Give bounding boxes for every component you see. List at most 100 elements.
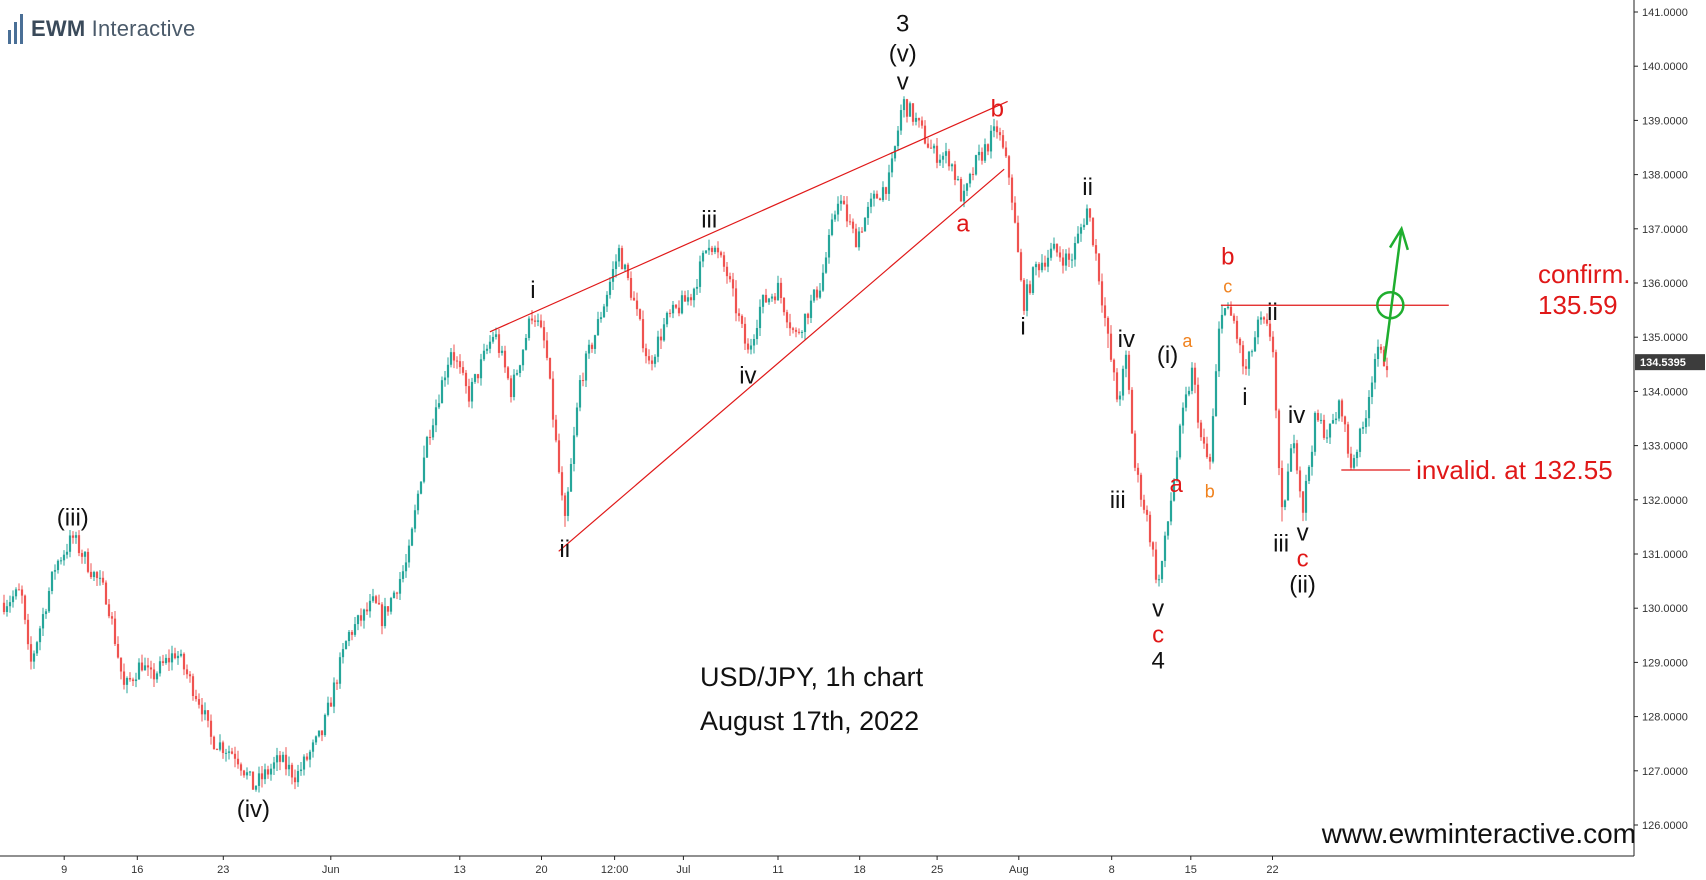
candle-body [1124, 354, 1128, 369]
brand-logo: EWM Interactive [8, 14, 195, 44]
candle-body [1133, 433, 1137, 468]
candle-body [419, 481, 423, 494]
candle-body [806, 313, 810, 318]
candle-body [347, 631, 351, 642]
y-tick-label: 138.0000 [1642, 170, 1688, 182]
candle-body [824, 257, 828, 273]
candle-body [938, 159, 942, 163]
candle-body [272, 762, 276, 769]
candle-body [641, 319, 645, 349]
wave-label: iii [1110, 487, 1126, 514]
candle-body [791, 328, 795, 330]
candle-body [215, 749, 219, 751]
candle-body [647, 356, 651, 361]
candle-body [1073, 243, 1077, 260]
candle-body [467, 386, 471, 402]
y-tick-label: 126.0000 [1642, 820, 1688, 832]
candle-body [104, 582, 108, 605]
y-tick-label: 129.0000 [1642, 657, 1688, 669]
y-tick-label: 139.0000 [1642, 115, 1688, 127]
candle-body [1142, 499, 1146, 510]
candle-body [977, 151, 981, 156]
candle-body [323, 714, 327, 736]
candle-body [1238, 338, 1242, 346]
candle-body [1094, 245, 1098, 254]
candle-body [1385, 366, 1389, 371]
candle-body [860, 231, 864, 233]
candle-body [59, 560, 63, 562]
candle-body [62, 554, 66, 561]
candle-body [1232, 315, 1236, 321]
candle-body [1079, 227, 1083, 234]
candle-body [311, 742, 315, 752]
candle-body [395, 592, 399, 594]
candle-body [71, 535, 75, 538]
x-tick-label: Jun [322, 864, 340, 876]
candle-body [464, 372, 468, 387]
candle-body [725, 266, 729, 277]
candle-body [392, 592, 396, 599]
candle-body [962, 190, 966, 202]
y-tick-label: 137.0000 [1642, 224, 1688, 236]
wave-label: i [1020, 314, 1025, 341]
candle-body [779, 282, 783, 298]
candle-body [1049, 248, 1053, 258]
candle-body [764, 294, 768, 303]
wave-label: i [530, 277, 535, 304]
candle-body [377, 602, 381, 605]
candle-body [959, 178, 963, 202]
candle-body [365, 609, 369, 612]
candle-body [1097, 253, 1101, 282]
candle-body [752, 338, 756, 346]
candle-body [890, 158, 894, 173]
candle-body [803, 313, 807, 332]
candle-body [1067, 253, 1071, 260]
candle-body [1352, 458, 1356, 468]
candle-body [875, 193, 879, 199]
candle-body [857, 231, 861, 248]
wave-label: iv [1118, 326, 1135, 353]
candle-body [1307, 466, 1311, 481]
candle-body [710, 247, 714, 252]
candle-body [1310, 451, 1314, 467]
candle-body [26, 619, 30, 645]
candle-body [95, 572, 99, 578]
candle-body [1154, 549, 1158, 580]
candle-body [1328, 423, 1332, 438]
candle-body [407, 545, 411, 563]
candle-body [479, 359, 483, 379]
candle-body [935, 145, 939, 163]
candle-body [1337, 400, 1341, 419]
candle-body [17, 589, 21, 591]
wave-label: (i) [1157, 342, 1178, 369]
candle-body [1256, 319, 1260, 338]
candle-body [308, 751, 312, 760]
candle-body [422, 457, 426, 482]
wave-labels: (iii)(iv)iiiiiiivv(v)3abiiiiviiivc4a(i)a… [57, 10, 1316, 823]
candle-body [92, 572, 96, 578]
candle-body [362, 609, 366, 621]
candle-body [749, 345, 753, 350]
x-tick-label: 8 [1109, 864, 1115, 876]
candle-body [227, 751, 231, 753]
candle-body [920, 120, 924, 126]
candle-body [125, 678, 129, 685]
candle-body [932, 145, 936, 149]
candle-body [302, 756, 306, 770]
candle-body [155, 673, 159, 680]
candle-body [1028, 284, 1032, 293]
candle-body [989, 130, 993, 152]
y-tick-label: 140.0000 [1642, 61, 1688, 73]
candle-body [992, 126, 996, 131]
candle-body [332, 682, 336, 707]
candle-body [182, 653, 186, 670]
candle-body [344, 641, 348, 650]
candle-body [1136, 467, 1140, 475]
y-tick-label: 135.0000 [1642, 332, 1688, 344]
y-tick-label: 127.0000 [1642, 766, 1688, 778]
candle-body [1070, 259, 1074, 261]
candle-body [305, 756, 309, 760]
candle-body [89, 571, 93, 578]
candle-body [1316, 412, 1320, 421]
candle-body [128, 678, 132, 680]
